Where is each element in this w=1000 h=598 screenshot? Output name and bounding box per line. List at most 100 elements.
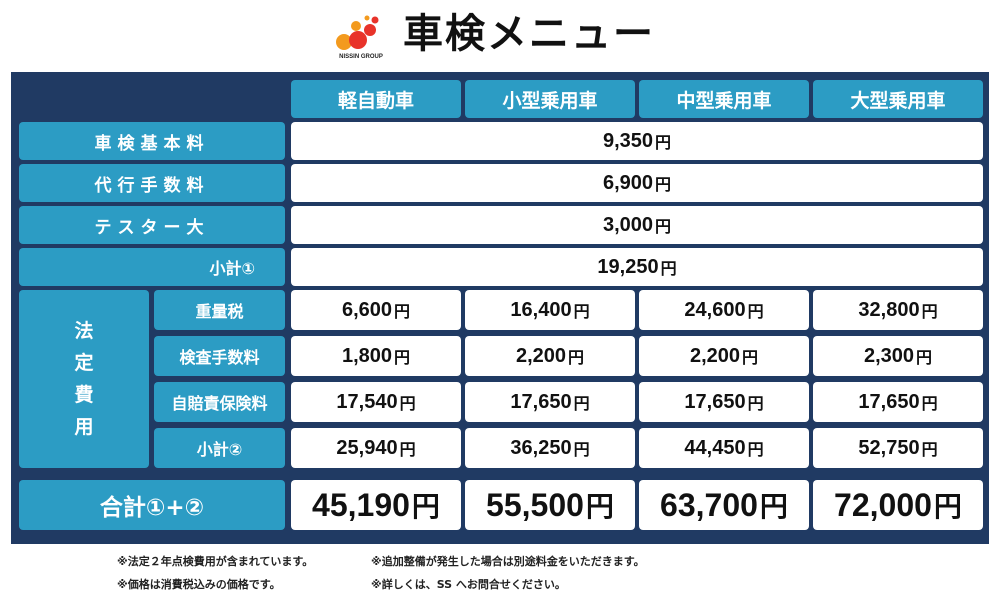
row-label-agency-fee: 代行手数料 <box>19 164 285 202</box>
inspection-fee-large: 2,300 円 <box>813 336 983 376</box>
basic-fee-value: 9,350 円 <box>291 122 983 160</box>
amount: 17,540 <box>336 390 398 413</box>
yen-unit: 円 <box>655 177 672 194</box>
legal-char: 定 <box>74 352 94 374</box>
yen-unit: 円 <box>742 350 759 367</box>
page-header: NISSIN GROUP 車検メニュー <box>0 0 1000 70</box>
page-title: 車検メニュー <box>403 11 655 57</box>
amount: 36,250 <box>510 436 572 459</box>
yen-unit: 円 <box>568 350 585 367</box>
amount: 72,000 <box>834 486 932 523</box>
weight-tax-small: 16,400 円 <box>465 290 635 330</box>
row-label-subtotal1: 小計① <box>19 248 285 286</box>
total-medium: 63,700 円 <box>639 480 809 530</box>
row-label-subtotal2: 小計② <box>154 428 285 468</box>
amount: 1,800 <box>341 344 393 367</box>
yen-unit: 円 <box>573 396 590 413</box>
liability-insurance-small: 17,650 円 <box>465 382 635 422</box>
yen-unit: 円 <box>655 135 672 152</box>
yen-unit: 円 <box>747 396 764 413</box>
row-label-weight-tax: 重量税 <box>154 290 285 330</box>
amount: 2,300 <box>863 344 915 367</box>
legal-char: 費 <box>74 384 94 406</box>
yen-unit: 円 <box>747 442 764 459</box>
yen-unit: 円 <box>921 304 938 321</box>
footnote: ※追加整備が発生した場合は別途料金をいただきます。 <box>371 555 645 568</box>
inspection-fee-kei: 1,800 円 <box>291 336 461 376</box>
weight-tax-large: 32,800 円 <box>813 290 983 330</box>
yen-unit: 円 <box>394 350 411 367</box>
amount: 52,750 <box>858 436 920 459</box>
amount: 17,650 <box>510 390 572 413</box>
yen-unit: 円 <box>394 304 411 321</box>
amount: 45,190 <box>312 486 410 523</box>
amount: 32,800 <box>858 298 920 321</box>
row-label-basic-fee: 車検基本料 <box>19 122 285 160</box>
row-label-tester: テスター大 <box>19 206 285 244</box>
price-table: 軽自動車 小型乗用車 中型乗用車 大型乗用車 車検基本料 9,350 円 代行手数… <box>11 72 989 544</box>
column-header-small: 小型乗用車 <box>465 80 635 118</box>
amount: 2,200 <box>515 344 567 367</box>
liability-insurance-large: 17,650 円 <box>813 382 983 422</box>
basic-fee-amount: 9,350 <box>602 129 654 152</box>
legal-char: 用 <box>74 416 94 438</box>
subtotal2-medium: 44,450 円 <box>639 428 809 468</box>
yen-unit: 円 <box>747 304 764 321</box>
inspection-fee-medium: 2,200 円 <box>639 336 809 376</box>
inspection-fee-small: 2,200 円 <box>465 336 635 376</box>
nissin-group-logo: NISSIN GROUP <box>334 14 388 66</box>
amount: 17,650 <box>684 390 746 413</box>
liability-insurance-medium: 17,650 円 <box>639 382 809 422</box>
subtotal1-value: 19,250 円 <box>291 248 983 286</box>
yen-unit: 円 <box>933 491 962 522</box>
amount: 25,940 <box>336 436 398 459</box>
agency-fee-value: 6,900 円 <box>291 164 983 202</box>
column-header-medium: 中型乗用車 <box>639 80 809 118</box>
subtotal1-amount: 19,250 <box>597 255 659 278</box>
amount: 44,450 <box>684 436 746 459</box>
column-header-kei: 軽自動車 <box>291 80 461 118</box>
yen-unit: 円 <box>660 261 677 278</box>
subtotal2-small: 36,250 円 <box>465 428 635 468</box>
footnote: ※詳しくは、SS へお問合せください。 <box>371 578 566 591</box>
row-label-liability-insurance: 自賠責保険料 <box>154 382 285 422</box>
amount: 17,650 <box>858 390 920 413</box>
total-large: 72,000 円 <box>813 480 983 530</box>
tester-amount: 3,000 <box>602 213 654 236</box>
row-label-inspection-fee: 検査手数料 <box>154 336 285 376</box>
yen-unit: 円 <box>399 396 416 413</box>
amount: 24,600 <box>684 298 746 321</box>
yen-unit: 円 <box>759 491 788 522</box>
column-header-large: 大型乗用車 <box>813 80 983 118</box>
amount: 16,400 <box>510 298 572 321</box>
yen-unit: 円 <box>921 442 938 459</box>
yen-unit: 円 <box>573 304 590 321</box>
footnotes-left: ※法定２年点検費用が含まれています。 ※価格は消費税込みの価格です。 <box>117 550 313 596</box>
yen-unit: 円 <box>916 350 933 367</box>
yen-unit: 円 <box>655 219 672 236</box>
yen-unit: 円 <box>585 491 614 522</box>
liability-insurance-kei: 17,540 円 <box>291 382 461 422</box>
agency-fee-amount: 6,900 <box>602 171 654 194</box>
legal-char: 法 <box>74 320 94 342</box>
logo-dots-icon <box>336 15 379 50</box>
total-kei: 45,190 円 <box>291 480 461 530</box>
weight-tax-kei: 6,600 円 <box>291 290 461 330</box>
weight-tax-medium: 24,600 円 <box>639 290 809 330</box>
subtotal2-kei: 25,940 円 <box>291 428 461 468</box>
total-small: 55,500 円 <box>465 480 635 530</box>
logo-text: NISSIN GROUP <box>339 54 383 60</box>
amount: 63,700 <box>660 486 758 523</box>
amount: 6,600 <box>341 298 393 321</box>
subtotal2-large: 52,750 円 <box>813 428 983 468</box>
yen-unit: 円 <box>573 442 590 459</box>
yen-unit: 円 <box>411 491 440 522</box>
footnote: ※価格は消費税込みの価格です。 <box>117 578 281 591</box>
amount: 55,500 <box>486 486 584 523</box>
footnotes-right: ※追加整備が発生した場合は別途料金をいただきます。 ※詳しくは、SS へお問合せ… <box>371 550 645 596</box>
yen-unit: 円 <box>399 442 416 459</box>
footnote: ※法定２年点検費用が含まれています。 <box>117 555 314 568</box>
yen-unit: 円 <box>921 396 938 413</box>
amount: 2,200 <box>689 344 741 367</box>
legal-fees-group-label: 法 定 費 用 <box>19 290 149 468</box>
